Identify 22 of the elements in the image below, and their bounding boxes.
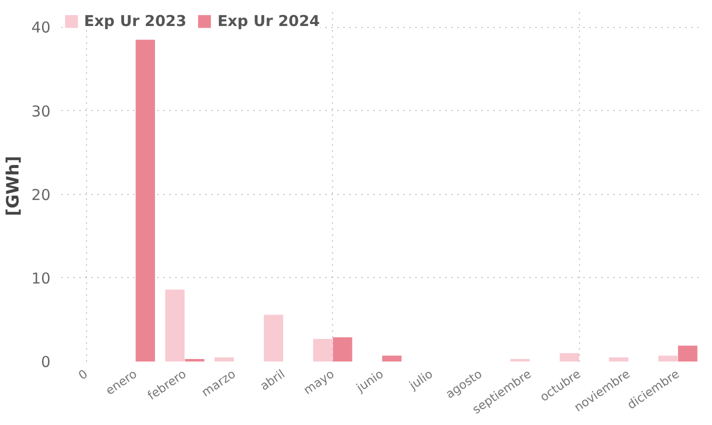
y-tick-label: 40 [31,18,51,37]
bar [332,337,352,362]
bar [184,358,204,362]
bar [264,314,284,362]
bar [382,356,402,362]
bar [678,346,698,362]
y-tick-label: 20 [31,186,51,204]
legend-label: Exp Ur 2023 [84,12,186,30]
bar [609,357,628,362]
bar [510,358,530,362]
bar [658,356,678,362]
bar [313,338,332,362]
y-tick-label: 0 [40,353,51,371]
y-axis-title: [GWh] [3,156,24,216]
y-tick-label: 10 [31,269,51,288]
bar [136,40,155,362]
y-tick-label: 30 [31,102,51,120]
bar [560,353,580,362]
bar [214,357,234,362]
bar [165,290,185,362]
legend-label: Exp Ur 2024 [217,12,320,30]
x-tick-label: 0 [76,366,90,383]
